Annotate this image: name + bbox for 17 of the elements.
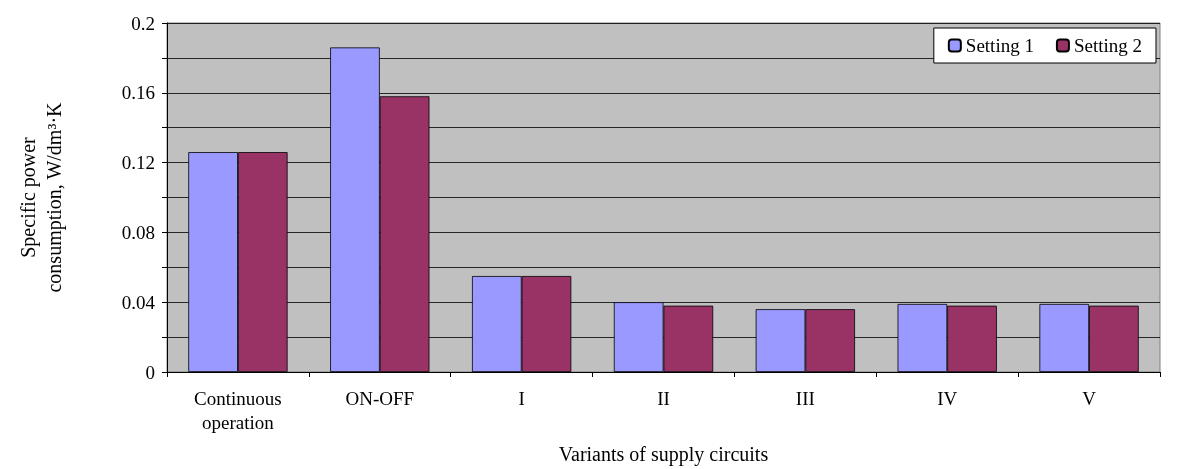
x-tick-label: IV (937, 387, 958, 409)
legend-label: Setting 1 (965, 35, 1034, 56)
x-tick-label: V (1082, 387, 1097, 409)
x-tick-label: ON-OFF (345, 387, 415, 409)
x-axis-title: Variants of supply circuits (558, 443, 769, 466)
y-tick-label: 0.12 (121, 152, 155, 174)
x-tick-label: III (795, 387, 815, 409)
y-tick-label: 0 (145, 361, 155, 383)
legend-label: Setting 2 (1073, 35, 1143, 56)
y-tick-label: 0.2 (131, 12, 155, 34)
x-tick-label: Continuous operation (194, 387, 282, 433)
x-tick-label: II (657, 387, 670, 409)
y-tick-label: 0.08 (121, 221, 155, 243)
y-tick-label: 0.16 (121, 82, 155, 104)
x-tick-label: I (518, 387, 525, 409)
y-tick-label: 0.04 (121, 291, 156, 313)
y-axis-title: Specific power consumption, W/dm³·K (17, 101, 66, 293)
